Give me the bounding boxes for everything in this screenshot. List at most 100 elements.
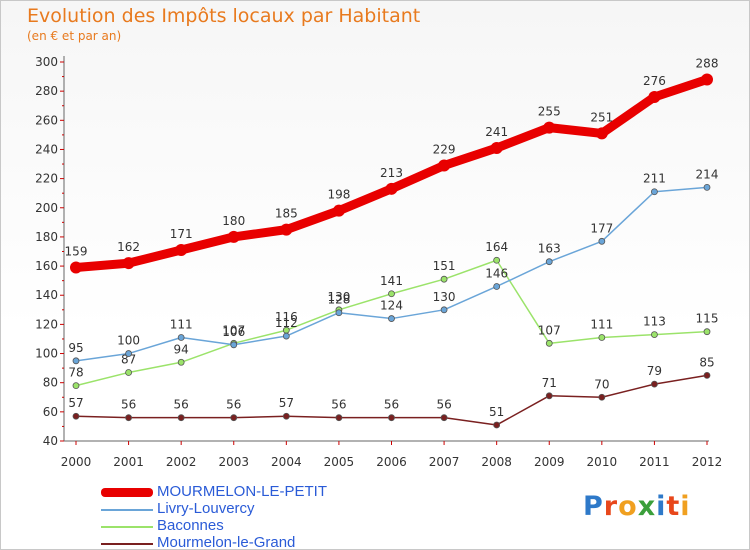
data-label: 163 — [538, 242, 561, 256]
y-tick-label: 140 — [35, 288, 58, 302]
data-point — [703, 328, 711, 336]
data-point — [177, 334, 185, 341]
data-label: 185 — [275, 207, 298, 221]
data-label: 56 — [384, 398, 399, 412]
data-label: 151 — [433, 259, 456, 273]
data-point — [651, 380, 658, 388]
x-tick-label: 2012 — [692, 455, 723, 469]
data-point — [227, 230, 240, 243]
x-tick-label: 2002 — [166, 455, 197, 469]
data-label: 115 — [696, 312, 719, 326]
x-tick-label: 2010 — [587, 455, 618, 469]
legend-label: Baconnes — [157, 517, 224, 534]
data-label: 111 — [590, 318, 613, 332]
data-point — [332, 204, 345, 217]
data-label: 113 — [643, 315, 666, 329]
data-label: 107 — [538, 323, 561, 337]
data-label: 112 — [275, 316, 298, 330]
data-point — [440, 414, 448, 422]
data-label: 198 — [327, 188, 350, 202]
data-label: 124 — [380, 299, 403, 313]
data-point — [703, 183, 711, 191]
data-point — [125, 369, 132, 376]
y-tick-label: 60 — [43, 405, 58, 419]
x-tick-label: 2006 — [376, 455, 407, 469]
data-label: 164 — [485, 240, 508, 254]
data-point — [335, 414, 343, 422]
data-label: 107 — [222, 323, 245, 337]
data-point — [72, 357, 80, 365]
data-point — [282, 332, 290, 340]
legend-label: Mourmelon-le-Grand — [157, 534, 296, 550]
data-point — [335, 309, 343, 317]
data-point — [490, 142, 503, 155]
data-label: 57 — [279, 396, 294, 410]
data-point — [493, 256, 501, 264]
data-point — [72, 382, 80, 390]
data-point — [598, 334, 606, 341]
data-label: 177 — [590, 221, 613, 235]
data-point — [438, 159, 451, 172]
data-label: 130 — [327, 290, 350, 304]
data-label: 146 — [485, 266, 508, 280]
data-point — [388, 414, 395, 422]
data-label: 85 — [699, 355, 714, 369]
legend-swatch — [101, 509, 153, 511]
data-label: 94 — [174, 342, 189, 356]
data-label: 241 — [485, 125, 508, 139]
data-point — [280, 223, 293, 236]
data-label: 159 — [65, 245, 88, 259]
data-point — [230, 341, 238, 349]
x-tick-label: 2007 — [429, 455, 460, 469]
data-point — [230, 414, 238, 422]
chart-title: Evolution des Impôts locaux par Habitant — [27, 5, 421, 27]
data-label: 56 — [226, 398, 241, 412]
data-label: 71 — [542, 376, 557, 390]
y-tick-label: 80 — [43, 376, 58, 390]
x-tick-label: 2003 — [218, 455, 249, 469]
x-tick-label: 2009 — [534, 455, 565, 469]
data-point — [651, 331, 658, 338]
data-label: 171 — [170, 227, 193, 241]
y-tick-label: 40 — [43, 434, 58, 448]
data-label: 106 — [222, 325, 245, 339]
legend-swatch — [101, 488, 153, 497]
data-point — [598, 393, 606, 401]
data-point — [70, 261, 82, 274]
data-point — [545, 339, 553, 347]
data-point — [598, 237, 606, 245]
chart-subtitle: (en € et par an) — [27, 29, 122, 43]
data-label: 276 — [643, 74, 666, 88]
y-tick-label: 240 — [35, 142, 58, 156]
data-label: 57 — [68, 396, 83, 410]
data-label: 95 — [68, 341, 83, 355]
proxiti-logo: Proxiti — [583, 491, 691, 522]
data-label: 51 — [489, 405, 504, 419]
data-label: 213 — [380, 166, 403, 180]
x-tick-label: 2001 — [113, 455, 144, 469]
y-tick-label: 280 — [35, 84, 58, 98]
data-label: 116 — [275, 310, 298, 324]
x-tick-label: 2000 — [61, 455, 92, 469]
data-label: 56 — [436, 398, 451, 412]
data-point — [175, 244, 188, 257]
data-label: 56 — [174, 398, 189, 412]
data-label: 111 — [170, 318, 193, 332]
data-label: 229 — [433, 142, 456, 156]
data-point — [543, 121, 556, 134]
y-tick-label: 300 — [35, 55, 58, 69]
legend-swatch — [101, 543, 153, 545]
data-point — [595, 127, 608, 140]
data-point — [177, 414, 185, 422]
data-point — [648, 90, 661, 103]
data-label: 180 — [222, 214, 245, 228]
data-point — [388, 315, 395, 322]
data-point — [651, 188, 658, 196]
x-tick-label: 2004 — [271, 455, 302, 469]
y-tick-label: 220 — [35, 172, 58, 186]
legend-label: MOURMELON-LE-PETIT — [157, 483, 328, 500]
data-label: 56 — [121, 398, 136, 412]
data-label: 141 — [380, 274, 403, 288]
